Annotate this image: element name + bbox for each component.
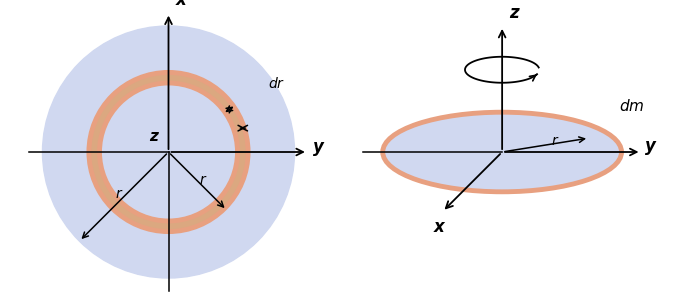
Text: $\boldsymbol{x}$: $\boldsymbol{x}$ [175, 0, 189, 9]
Circle shape [89, 72, 248, 232]
Text: $\boldsymbol{y}$: $\boldsymbol{y}$ [644, 139, 658, 157]
Circle shape [42, 26, 295, 278]
Circle shape [100, 83, 237, 221]
Text: $r$: $r$ [200, 173, 208, 187]
Text: $dm$: $dm$ [619, 98, 644, 114]
Text: $\boldsymbol{x}$: $\boldsymbol{x}$ [433, 218, 447, 236]
Text: $dr$: $dr$ [268, 75, 285, 91]
Text: $\boldsymbol{z}$: $\boldsymbol{z}$ [509, 4, 520, 22]
Text: $\boldsymbol{z}$: $\boldsymbol{z}$ [150, 129, 160, 144]
Text: $\boldsymbol{y}$: $\boldsymbol{y}$ [312, 140, 325, 158]
Text: $r$: $r$ [115, 187, 124, 201]
Ellipse shape [383, 112, 621, 192]
Text: $r$: $r$ [551, 134, 559, 148]
